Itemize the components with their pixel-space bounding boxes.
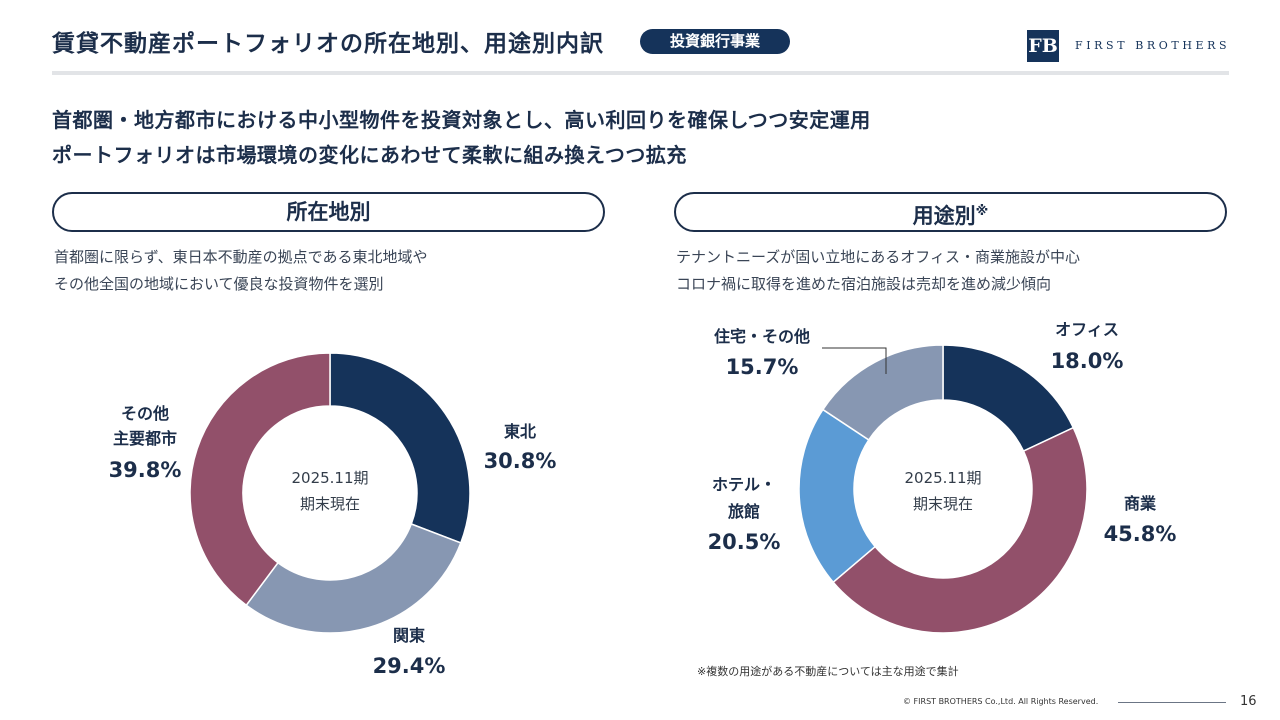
slice-label-tohoku: 東北 [504,422,536,441]
location-desc-line-1: 首都圏に限らず、東日本不動産の拠点である東北地域や [54,248,428,266]
location-slice-2 [245,523,462,634]
slice-label-office: オフィス [1055,320,1119,339]
usage-heading: 用途別※ [674,192,1227,232]
usage-slice-2 [832,426,1088,634]
slice-value-other-cities: 39.8% [109,458,182,482]
lead-line-1: 首都圏・地方都市における中小型物件を投資対象とし、高い利回りを確保しつつ安定運用 [52,108,871,132]
usage-heading-note-mark: ※ [975,204,989,219]
slice-label-hotel-line-1: ホテル・ [712,475,776,494]
usage-center-asof: 期末現在 [913,495,973,513]
location-donut-chart: 2025.11期 期末現在 東北 30.8% 関東 29.4% その他 主要都市… [109,352,557,678]
location-slice-1 [329,352,471,544]
copyright: © FIRST BROTHERS Co.,Ltd. All Rights Res… [903,697,1099,706]
company-logo-text: FIRST BROTHERS [1075,39,1231,52]
usage-slice-4 [821,344,944,441]
location-heading-label: 所在地別 [286,200,371,224]
slice-label-other-cities-line-1: その他 [121,404,169,423]
page-number: 16 [1240,694,1257,709]
slice-value-office: 18.0% [1051,349,1124,373]
slice-value-residential: 15.7% [726,355,799,379]
usage-center-period: 2025.11期 [904,469,981,487]
footer-divider [1118,702,1226,703]
header-divider [52,71,1229,75]
slice-label-hotel-line-2: 旅館 [728,502,760,521]
location-heading: 所在地別 [52,192,605,232]
slice-value-tohoku: 30.8% [484,449,557,473]
slice-label-residential: 住宅・その他 [714,327,810,346]
slice-label-kanto: 関東 [393,626,425,645]
location-center-period: 2025.11期 [291,469,368,487]
slice-label-commercial: 商業 [1124,494,1157,513]
slice-value-commercial: 45.8% [1104,522,1177,546]
page-title: 賃貸不動産ポートフォリオの所在地別、用途別内訳 [52,31,604,57]
company-logo-mark: FB [1027,30,1059,62]
slice-value-hotel: 20.5% [708,530,781,554]
residential-leader-line [822,347,887,374]
location-desc-line-2: その他全国の地域において優良な投資物件を選別 [54,275,384,293]
lead-line-2: ポートフォリオは市場環境の変化にあわせて柔軟に組み換えつつ拡充 [52,143,687,167]
slice-value-kanto: 29.4% [373,654,446,678]
usage-desc-line-2: コロナ禍に取得を進めた宿泊施設は売却を進め減少傾向 [676,275,1052,293]
usage-heading-label: 用途別 [912,204,976,228]
usage-desc-line-1: テナントニーズが固い立地にあるオフィス・商業施設が中心 [676,248,1080,266]
usage-donut-chart: 2025.11期 期末現在 オフィス 18.0% 商業 45.8% ホテル・ 旅… [708,320,1177,634]
usage-footnote: ※複数の用途がある不動産については主な用途で集計 [697,665,959,678]
slice-label-other-cities-line-2: 主要都市 [113,429,177,448]
location-slice-3 [189,352,331,607]
location-center-asof: 期末現在 [300,495,360,513]
segment-badge: 投資銀行事業 [640,29,790,54]
